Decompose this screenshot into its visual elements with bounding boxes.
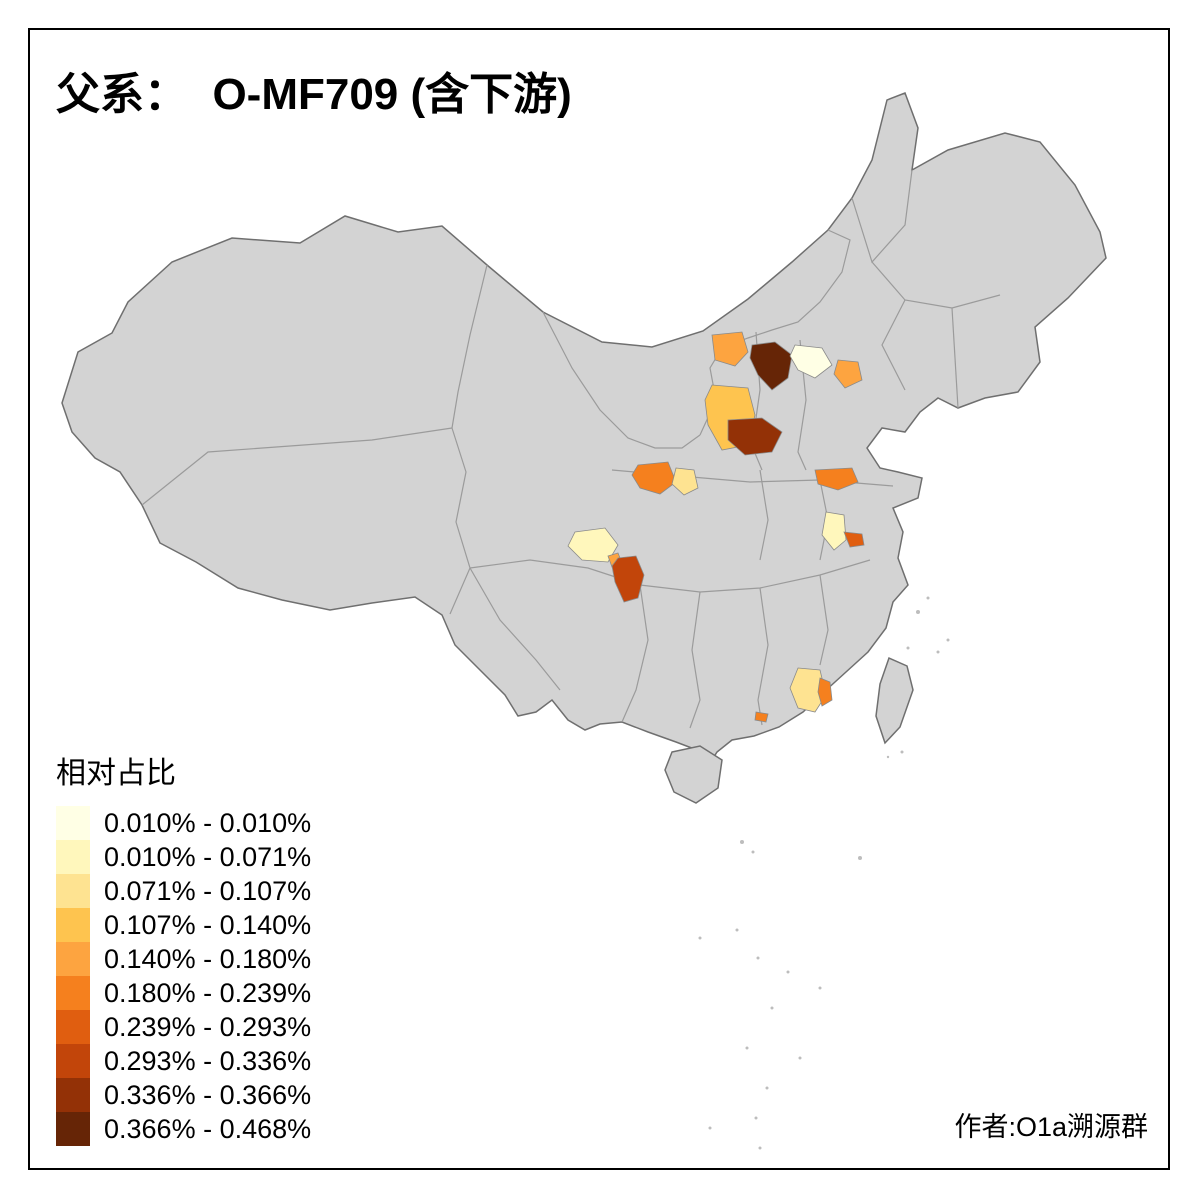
legend-swatch-6 [56, 1010, 90, 1044]
region-north-shaanxi-pale [671, 467, 699, 496]
region-chongqing-dark [611, 555, 645, 603]
region-beijing-pale [789, 344, 833, 379]
region-north-shanxi-dark [749, 341, 793, 391]
legend-swatch-8 [56, 1078, 90, 1112]
legend: 相对占比 0.010% - 0.010% 0.010% - 0.071% 0.071… [56, 748, 311, 1146]
legend-row-9: 0.366% - 0.468% [56, 1112, 311, 1146]
legend-swatch-2 [56, 874, 90, 908]
region-east-hebei [833, 359, 863, 389]
legend-swatch-1 [56, 840, 90, 874]
legend-swatch-3 [56, 908, 90, 942]
region-central-anhui-pale [821, 511, 847, 551]
author-credit: 作者:O1a溯源群 [954, 1112, 1148, 1142]
region-east-guangdong-pale [789, 667, 827, 713]
legend-label-2: 0.071% - 0.107% [104, 876, 312, 906]
legend-row-5: 0.180% - 0.239% [56, 976, 311, 1010]
region-southeast-shanxi-dark [727, 417, 783, 456]
legend-swatch-9 [56, 1112, 90, 1146]
highlighted-regions [567, 331, 865, 723]
legend-row-1: 0.010% - 0.071% [56, 840, 311, 874]
region-nanjing-orange [843, 531, 865, 548]
legend-row-6: 0.239% - 0.293% [56, 1010, 311, 1044]
region-chengdu-pale [567, 527, 619, 563]
legend-rows: 0.010% - 0.010% 0.010% - 0.071% 0.071% - 0… [56, 806, 311, 1146]
region-east-guangdong-sliver [817, 677, 833, 707]
small-islands [698, 596, 950, 1150]
legend-row-2: 0.071% - 0.107% [56, 874, 311, 908]
legend-label-6: 0.239% - 0.293% [104, 1012, 312, 1042]
taiwan-island [875, 656, 914, 745]
region-west-shandong [814, 467, 859, 491]
legend-row-3: 0.107% - 0.140% [56, 908, 311, 942]
legend-row-4: 0.140% - 0.180% [56, 942, 311, 976]
hainan-island [664, 745, 723, 804]
china-mainland [61, 92, 1107, 770]
legend-swatch-7 [56, 1044, 90, 1078]
legend-label-8: 0.336% - 0.366% [104, 1080, 312, 1110]
legend-title: 相对占比 [56, 757, 176, 790]
legend-row-0: 0.010% - 0.010% [56, 806, 311, 840]
legend-label-1: 0.010% - 0.071% [104, 842, 312, 872]
legend-row-8: 0.336% - 0.366% [56, 1078, 311, 1112]
legend-swatch-0 [56, 806, 90, 840]
legend-label-5: 0.180% - 0.239% [104, 978, 312, 1008]
legend-label-0: 0.010% - 0.010% [104, 808, 312, 838]
page-title: 父系： O-MF709 (含下游) [56, 70, 572, 119]
region-northwest-shanxi [711, 331, 749, 367]
region-east-gansu [631, 461, 677, 495]
legend-label-9: 0.366% - 0.468% [104, 1114, 312, 1144]
legend-label-7: 0.293% - 0.336% [104, 1046, 312, 1076]
region-pearl-delta-dot [754, 711, 769, 723]
legend-label-3: 0.107% - 0.140% [104, 910, 312, 940]
legend-swatch-5 [56, 976, 90, 1010]
legend-label-4: 0.140% - 0.180% [104, 944, 312, 974]
legend-swatch-4 [56, 942, 90, 976]
legend-row-7: 0.293% - 0.336% [56, 1044, 311, 1078]
